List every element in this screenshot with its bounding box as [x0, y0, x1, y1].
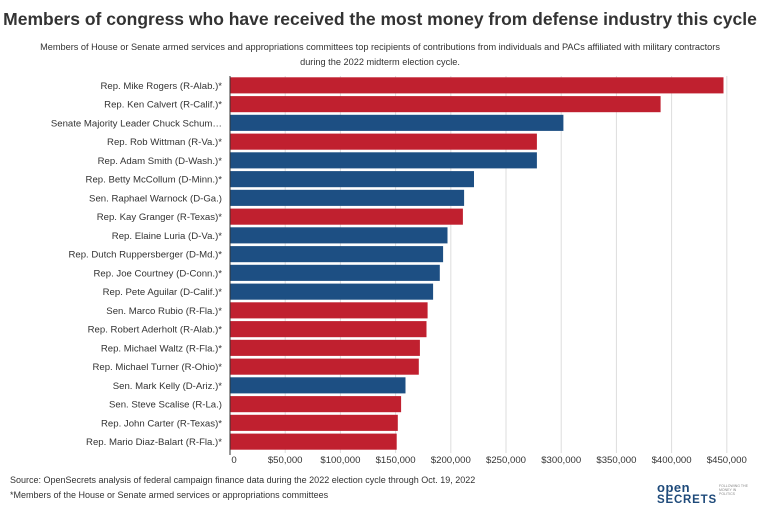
- bar: [230, 377, 406, 394]
- x-tick-label: 0: [231, 455, 236, 466]
- logo-tagline: FOLLOWING THE MONEY IN POLITICS: [719, 484, 748, 496]
- logo-secrets-text: SECRETS: [657, 494, 717, 506]
- category-label: Rep. Dutch Ruppersberger (D-Md.)*: [68, 250, 222, 261]
- bar: [230, 114, 564, 131]
- x-tick-label: $200,000: [431, 455, 471, 466]
- x-tick-label: $300,000: [541, 455, 581, 466]
- x-tick-label: $100,000: [320, 455, 360, 466]
- logo-open-text: open: [657, 480, 691, 495]
- chart-subtitle: Members of House or Senate armed service…: [40, 42, 720, 67]
- x-tick-label: $350,000: [596, 455, 636, 466]
- category-label: Rep. Robert Aderholt (R-Alab.)*: [88, 325, 223, 336]
- bar: [230, 414, 398, 431]
- category-label: Rep. Betty McCollum (D-Minn.)*: [86, 175, 223, 186]
- committee-note: *Members of the House or Senate armed se…: [10, 490, 329, 500]
- category-label: Sen. Raphael Warnock (D-Ga.): [89, 193, 222, 204]
- bar: [230, 358, 419, 375]
- category-label: Sen. Mark Kelly (D-Ariz.)*: [113, 381, 223, 392]
- category-label: Rep. Joe Courtney (D-Conn.)*: [93, 268, 222, 279]
- category-label: Rep. Mario Diaz-Balart (R-Fla.)*: [86, 437, 222, 448]
- category-label: Sen. Marco Rubio (R-Fla.)*: [106, 306, 222, 317]
- category-label: Rep. Pete Aguilar (D-Calif.)*: [103, 287, 223, 298]
- bar: [230, 339, 420, 356]
- category-label: Rep. Mike Rogers (R-Alab.)*: [100, 81, 222, 92]
- x-tick-label: $250,000: [486, 455, 526, 466]
- bar: [230, 133, 537, 150]
- x-tick-label: $50,000: [268, 455, 303, 466]
- bar: [230, 396, 402, 413]
- category-label: Rep. John Carter (R-Texas)*: [101, 418, 222, 429]
- category-label: Sen. Steve Scalise (R-La.): [109, 400, 222, 411]
- bar: [230, 433, 397, 450]
- category-label: Rep. Michael Turner (R-Ohio)*: [92, 362, 222, 373]
- bar: [230, 264, 440, 281]
- bar: [230, 302, 428, 319]
- bar: [230, 189, 465, 206]
- category-label: Rep. Adam Smith (D-Wash.)*: [98, 156, 223, 167]
- x-tick-label: $450,000: [707, 455, 747, 466]
- category-label: Rep. Rob Wittman (R-Va.)*: [107, 137, 222, 148]
- x-tick-label: $150,000: [376, 455, 416, 466]
- x-tick-label: $400,000: [652, 455, 692, 466]
- bar: [230, 77, 724, 94]
- category-label: Rep. Kay Granger (R-Texas)*: [97, 212, 223, 223]
- category-label: Senate Majority Leader Chuck Schum…: [51, 118, 222, 129]
- bar: [230, 246, 444, 263]
- bar: [230, 227, 448, 244]
- bar: [230, 321, 427, 338]
- bar: [230, 208, 463, 225]
- chart-title: Members of congress who have received th…: [3, 9, 757, 29]
- bar: [230, 96, 661, 113]
- bar: [230, 171, 474, 188]
- bar: [230, 152, 537, 169]
- opensecrets-logo: open SECRETS FOLLOWING THE MONEY IN POLI…: [657, 480, 748, 506]
- category-label: Rep. Elaine Luria (D-Va.)*: [112, 231, 222, 242]
- category-label: Rep. Ken Calvert (R-Calif.)*: [104, 100, 222, 111]
- category-label: Rep. Michael Waltz (R-Fla.)*: [101, 343, 222, 354]
- source-note: Source: OpenSecrets analysis of federal …: [10, 475, 476, 485]
- bar: [230, 283, 434, 300]
